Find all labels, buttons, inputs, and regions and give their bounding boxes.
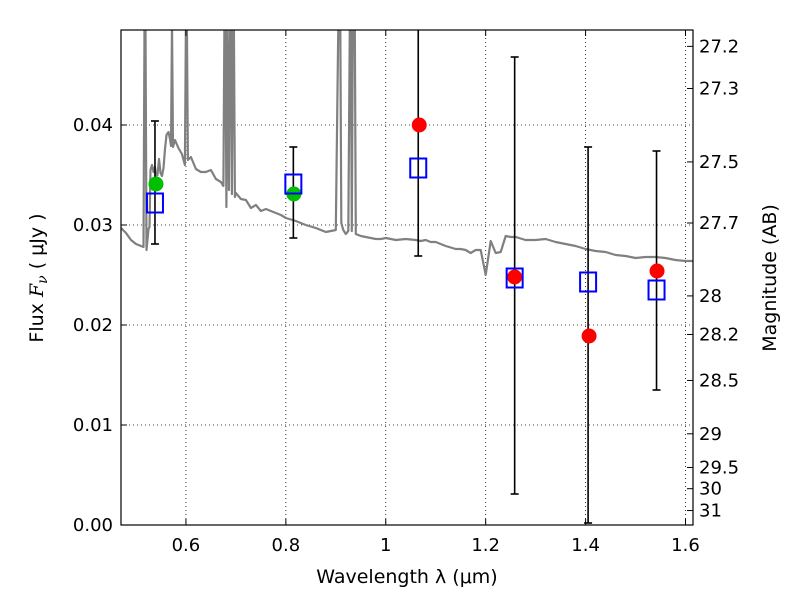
y-tick-label: 0.01 xyxy=(73,415,113,436)
y-axis-title-units: ( μJy ) xyxy=(26,213,48,275)
x-axis-title: Wavelength λ (μm) xyxy=(316,566,497,588)
x-tick-label: 1.4 xyxy=(571,535,600,556)
model-spectrum-layer xyxy=(121,30,693,277)
y-tick-label: 0.03 xyxy=(73,215,113,236)
x-tick-label: 1.6 xyxy=(671,535,700,556)
observed-green-point xyxy=(148,176,164,192)
observed-red-point xyxy=(411,117,427,133)
mag-tick-label: 29 xyxy=(699,424,722,445)
y-tick-label: 0.00 xyxy=(73,515,113,536)
axes-frame xyxy=(120,29,694,526)
y-axis-title-prefix: Flux xyxy=(26,297,48,343)
model-photometry-point xyxy=(579,271,598,293)
x-tick-label: 1.2 xyxy=(471,535,500,556)
y-tick-label: 0.02 xyxy=(73,315,113,336)
x-tick-label: 0.6 xyxy=(172,535,201,556)
plot-frame xyxy=(120,29,694,526)
marker-layer xyxy=(145,117,666,344)
model-photometry-point xyxy=(505,267,524,289)
y-tick-label: 0.04 xyxy=(73,115,113,136)
mag-tick-label: 27.2 xyxy=(699,36,739,57)
mag-tick-label: 27.3 xyxy=(699,78,739,99)
x-tick-label: 1 xyxy=(380,535,391,556)
observed-red-point xyxy=(507,269,523,285)
mag-tick-label: 29.5 xyxy=(699,457,739,478)
grid-lines xyxy=(121,30,693,526)
observed-red-point xyxy=(649,263,665,279)
mag-tick-label: 27.7 xyxy=(699,213,739,234)
y-axis-title: Flux Fν ( μJy ) xyxy=(26,213,51,342)
tick-labels: 0.6 0.8 1 1.2 1.4 1.6 0.00 0.01 0.02 0.03 0.04 27.2… xyxy=(73,36,739,556)
y2-axis-title: Magnitude (AB) xyxy=(759,204,781,352)
model-photometry-point xyxy=(409,157,428,179)
mag-tick-label: 28 xyxy=(699,286,722,307)
model-photometry-point xyxy=(284,173,303,195)
observed-red-point xyxy=(581,328,597,344)
mag-tick-label: 30 xyxy=(699,479,722,500)
mag-tick-label: 31 xyxy=(699,501,722,522)
model-photometry-point xyxy=(145,192,164,214)
x-tick-label: 0.8 xyxy=(272,535,301,556)
mag-tick-label: 28.5 xyxy=(699,370,739,391)
mag-tick-label: 27.5 xyxy=(699,152,739,173)
y-axis-title-subscript: ν xyxy=(35,275,51,284)
y-axis-title-symbol: F xyxy=(26,283,48,298)
model-spectrum-line xyxy=(121,30,693,277)
mag-tick-label: 28.2 xyxy=(699,324,739,345)
model-photometry-point xyxy=(647,279,666,301)
